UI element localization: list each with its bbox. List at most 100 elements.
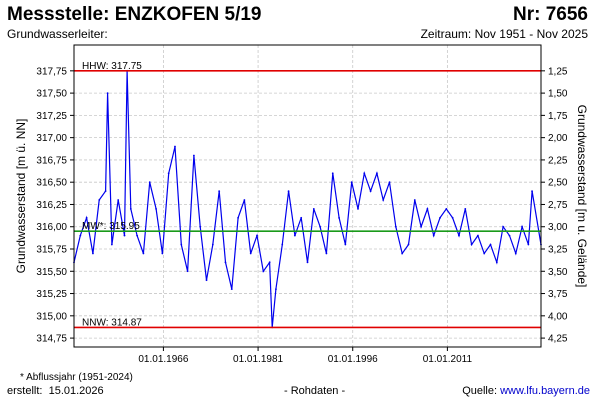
data-point xyxy=(514,252,517,255)
data-point xyxy=(483,252,486,255)
y-tick-label: 315,00 xyxy=(36,311,67,322)
data-point xyxy=(199,225,202,228)
data-point xyxy=(426,208,429,210)
data-point xyxy=(376,172,378,175)
y-tick-label: 316,75 xyxy=(36,155,67,166)
data-point xyxy=(489,243,492,246)
data-point xyxy=(508,234,511,237)
y-tick-label: 316,25 xyxy=(36,200,67,211)
data-point xyxy=(224,261,227,264)
y-tick-label: 317,00 xyxy=(36,133,67,144)
y2-tick-label: 2,00 xyxy=(548,133,568,144)
y2-tick-label: 1,50 xyxy=(548,89,568,100)
data-point xyxy=(300,216,303,219)
data-point xyxy=(174,145,176,148)
data-point xyxy=(106,92,109,95)
data-point xyxy=(79,234,82,237)
y2-tick-label: 3,75 xyxy=(548,289,568,300)
data-point xyxy=(445,208,448,210)
data-point xyxy=(312,208,315,210)
y-tick-label: 314,75 xyxy=(36,334,67,345)
data-point xyxy=(110,243,113,246)
data-point xyxy=(502,225,505,228)
data-point xyxy=(98,199,101,201)
x-tick-label: 01.01.2011 xyxy=(423,354,473,365)
data-point xyxy=(350,181,353,184)
created-value: 15.01.2026 xyxy=(48,385,104,397)
data-point xyxy=(129,208,132,210)
data-point xyxy=(193,154,195,157)
y2-tick-label: 2,75 xyxy=(548,200,568,211)
y-tick-label: 317,25 xyxy=(36,111,67,122)
data-point xyxy=(527,243,530,246)
data-point xyxy=(123,234,126,237)
data-point xyxy=(338,216,340,219)
y-axis-label: Grundwasserstand [m ü. NN] xyxy=(14,119,28,274)
data-point xyxy=(243,199,246,201)
y2-tick-label: 3,50 xyxy=(548,267,568,278)
data-point xyxy=(281,243,284,246)
data-point xyxy=(218,190,221,193)
y2-tick-label: 2,50 xyxy=(548,178,568,189)
data-type-label: - Rohdaten - xyxy=(284,385,346,397)
data-point xyxy=(401,252,404,255)
data-point xyxy=(407,243,410,246)
y-tick-label: 316,50 xyxy=(36,178,67,189)
y2-tick-label: 3,25 xyxy=(548,245,568,256)
y2-tick-label: 3,00 xyxy=(548,222,568,233)
data-point xyxy=(205,279,208,282)
data-point xyxy=(142,252,145,255)
data-point xyxy=(394,225,397,228)
x-tick-label: 01.01.1981 xyxy=(233,354,283,365)
plot-frame xyxy=(73,44,542,348)
y-tick-label: 316,00 xyxy=(36,222,67,233)
data-point xyxy=(464,208,467,210)
hhw-line-label: HHW: 317.75 xyxy=(82,61,142,72)
y2-tick-label: 1,75 xyxy=(548,111,568,122)
source-label: Quelle: xyxy=(462,385,498,397)
y-tick-label: 317,75 xyxy=(36,66,67,77)
data-point xyxy=(357,208,359,210)
data-point xyxy=(306,261,309,264)
data-point xyxy=(275,288,277,290)
data-point xyxy=(161,252,164,255)
period-label: Zeitraum: Nov 1951 - Nov 2025 xyxy=(420,27,588,41)
data-point xyxy=(155,208,157,210)
data-point xyxy=(268,261,271,264)
x-tick-label: 01.01.1966 xyxy=(138,354,188,365)
data-point xyxy=(211,243,214,246)
data-point xyxy=(293,234,296,237)
data-point xyxy=(531,190,533,193)
y-tick-label: 315,25 xyxy=(36,289,67,300)
data-point xyxy=(476,234,479,237)
data-point xyxy=(186,270,189,273)
data-point xyxy=(287,190,290,193)
data-point xyxy=(470,243,473,246)
data-point xyxy=(521,225,523,228)
data-point xyxy=(262,270,265,273)
created-date: erstellt: 15.01.2026 xyxy=(7,385,104,397)
data-point xyxy=(117,199,120,201)
footnote: * Abflussjahr (1951-2024) xyxy=(20,372,133,383)
source: Quelle: www.lfu.bayern.de xyxy=(462,385,590,397)
data-point xyxy=(495,261,498,264)
data-point xyxy=(256,234,258,237)
source-link[interactable]: www.lfu.bayern.de xyxy=(500,385,590,397)
data-point xyxy=(388,181,391,184)
y2-axis-label: Grundwasserstand [m u. Gelände] xyxy=(575,105,589,288)
nnw-line-label: NNW: 314.87 xyxy=(82,317,142,328)
data-point xyxy=(180,243,183,246)
data-point xyxy=(432,234,435,237)
y-tick-label: 317,50 xyxy=(36,89,67,100)
data-point xyxy=(439,216,441,219)
y2-tick-label: 4,25 xyxy=(548,334,568,345)
data-point xyxy=(413,199,416,201)
data-point xyxy=(230,288,233,290)
data-point xyxy=(92,252,94,255)
created-label: erstellt: xyxy=(7,385,43,397)
groundwater-level-line xyxy=(73,70,542,328)
data-point xyxy=(104,190,107,193)
data-point xyxy=(249,252,252,255)
station-title: Messstelle: ENZKOFEN 5/19 xyxy=(7,4,262,25)
